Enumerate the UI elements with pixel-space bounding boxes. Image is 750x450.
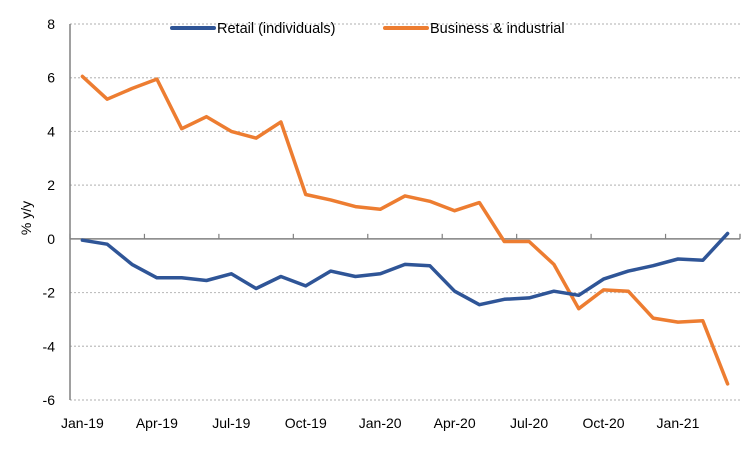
y-tick-label: -2 [43,285,56,301]
series-line-retail [80,231,730,307]
series-line-business [80,74,730,386]
series-group [80,74,730,386]
x-axis-ticks [69,233,741,239]
legend-label-business: Business & industrial [430,21,565,37]
y-tick-label: 8 [47,16,55,32]
legend-item-business: Business & industrial [383,21,565,37]
y-axis-tick-labels: 8 6 4 2 0 -2 -4 -6 [43,16,56,408]
x-tick-label: Jan-20 [359,415,402,431]
x-tick-label: Apr-20 [434,415,476,431]
y-tick-label: 0 [47,231,55,247]
x-axis-tick-labels: Jan-19 Apr-19 Jul-19 Oct-19 Jan-20 Apr-20 Jul-… [61,415,700,431]
y-tick-label: -4 [43,338,56,354]
legend-label-retail: Retail (individuals) [217,21,335,37]
legend-item-retail: Retail (individuals) [170,21,335,37]
y-tick-label: 2 [47,177,55,193]
x-tick-label: Jan-19 [61,415,104,431]
x-tick-label: Jul-19 [212,415,250,431]
legend: Retail (individuals) Business & industri… [170,21,565,37]
gridlines [70,23,740,401]
y-axis-title: % y/y [18,201,34,235]
y-tick-label: -6 [43,392,56,408]
y-tick-label: 6 [47,70,55,86]
x-tick-label: Jan-21 [657,415,700,431]
x-tick-label: Jul-20 [510,415,548,431]
x-tick-label: Apr-19 [136,415,178,431]
x-tick-label: Oct-20 [583,415,625,431]
y-tick-label: 4 [47,123,55,139]
axes [69,24,741,400]
x-tick-label: Oct-19 [285,415,327,431]
